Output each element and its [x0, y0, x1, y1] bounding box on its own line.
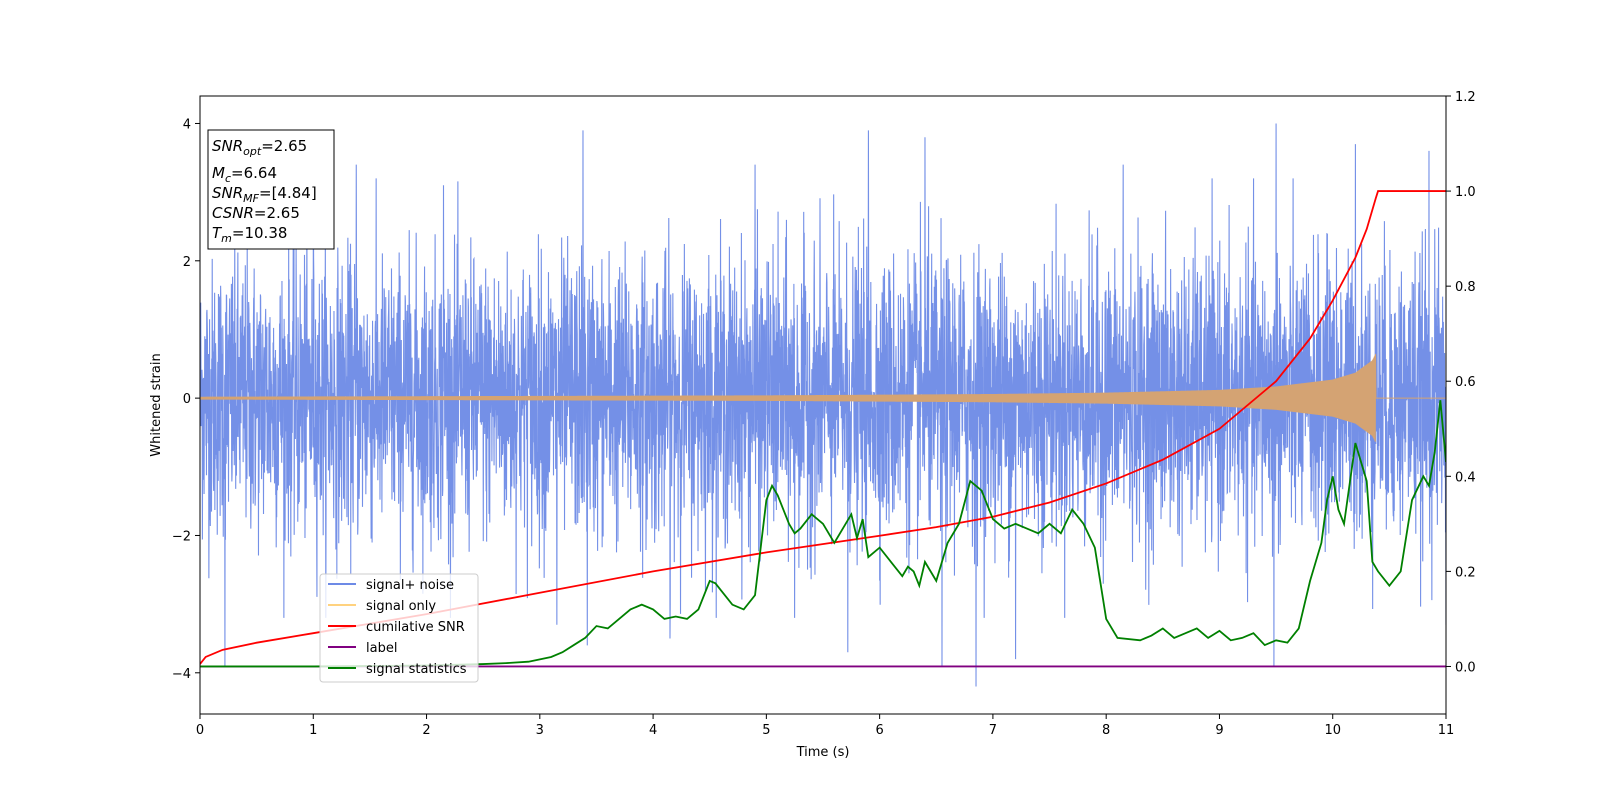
legend-label-cumulative-snr: cumilative SNR	[366, 620, 465, 635]
x-tick-label: 7	[989, 723, 997, 738]
y-tick-label: 2	[183, 255, 191, 270]
x-axis-label: Time (s)	[796, 745, 850, 760]
y-tick-label: 4	[183, 117, 191, 132]
x-tick-label: 3	[536, 723, 544, 738]
x-tick-label: 9	[1215, 723, 1223, 738]
legend-frame	[319, 573, 479, 683]
x-tick-label: 4	[649, 723, 657, 738]
y-axis-right: 1.2 1.0 0.8 0.6 0.4 0.2 0.0	[1446, 90, 1476, 675]
y2-tick-label: 0.4	[1455, 470, 1476, 485]
x-tick-label: 0	[196, 723, 204, 738]
y2-tick-label: 0.6	[1455, 375, 1476, 390]
y2-tick-label: 0.0	[1455, 660, 1476, 675]
legend-label-signal-noise: signal+ noise	[366, 578, 454, 593]
info-csnr: CSNR=2.65	[212, 204, 300, 222]
y-tick-label: −2	[172, 529, 191, 544]
y2-tick-label: 1.0	[1455, 185, 1476, 200]
series-cumulative-snr	[200, 190, 1446, 665]
info-box: SNRopt=2.65 Mc=6.64 SNRMF=[4.84] CSNR=2.…	[207, 129, 335, 250]
x-tick-label: 8	[1102, 723, 1110, 738]
x-tick-label: 10	[1324, 723, 1341, 738]
y-axis-label: Whitened strain	[149, 353, 164, 456]
y2-tick-label: 0.8	[1455, 280, 1476, 295]
plot-frame	[199, 95, 1447, 715]
x-axis: 0 1 2 3 4 5 6 7 8 9 10 11	[196, 714, 1454, 738]
info-snr-mf: SNRMF=[4.84]	[212, 184, 317, 205]
series-signal-noise	[200, 123, 1446, 687]
info-tm: Tm=10.38	[212, 224, 287, 245]
series-signal-statistics	[200, 400, 1446, 668]
x-tick-label: 5	[762, 723, 770, 738]
x-tick-label: 2	[422, 723, 430, 738]
legend-label-signal-statistics: signal statistics	[366, 662, 467, 677]
legend: signal+ noise signal only cumilative SNR…	[319, 573, 479, 683]
x-tick-label: 6	[875, 723, 883, 738]
y-tick-label: 0	[183, 392, 191, 407]
x-tick-label: 11	[1438, 723, 1455, 738]
series-signal-only	[200, 353, 1446, 442]
legend-label-label: label	[366, 641, 397, 656]
y-axis-left: 4 2 0 −2 −4	[172, 117, 200, 682]
info-snr-opt: SNRopt=2.65	[212, 137, 307, 158]
y-tick-label: −4	[172, 667, 191, 682]
x-tick-label: 1	[309, 723, 317, 738]
y2-tick-label: 0.2	[1455, 565, 1476, 580]
legend-label-signal-only: signal only	[366, 599, 436, 614]
info-box-frame	[207, 129, 335, 250]
y2-tick-label: 1.2	[1455, 90, 1476, 105]
info-mc: Mc=6.64	[212, 164, 277, 185]
